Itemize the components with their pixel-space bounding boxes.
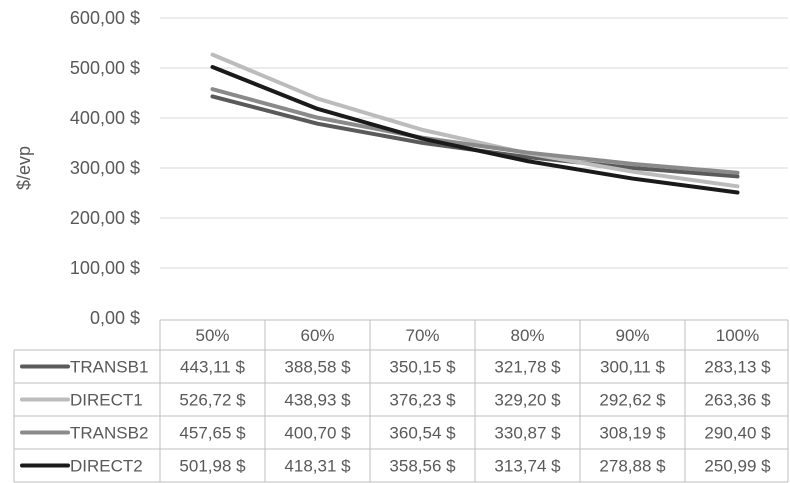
- data-label: 321,78 $: [494, 358, 561, 377]
- data-label: 263,36 $: [704, 391, 771, 410]
- data-label: 308,19 $: [599, 424, 666, 443]
- y-axis-label: $/evp: [14, 146, 34, 190]
- x-category-label: 100%: [716, 326, 759, 345]
- x-category-label: 90%: [615, 326, 649, 345]
- data-label: 313,74 $: [494, 457, 561, 476]
- data-label: 329,20 $: [494, 391, 561, 410]
- gridlines: [160, 17, 788, 269]
- y-tick-label: 200,00 $: [70, 208, 140, 228]
- x-category-label: 80%: [510, 326, 544, 345]
- data-label: 526,72 $: [179, 391, 246, 410]
- data-label: 438,93 $: [284, 391, 351, 410]
- y-tick-label: 0,00 $: [90, 308, 140, 328]
- series-line-direct1: [210, 52, 740, 189]
- legend-label: DIRECT2: [70, 457, 143, 476]
- x-category-label: 50%: [195, 326, 229, 345]
- data-label: 400,70 $: [284, 424, 351, 443]
- y-tick-label: 500,00 $: [70, 58, 140, 78]
- data-label: 278,88 $: [599, 457, 666, 476]
- data-label: 501,98 $: [179, 457, 246, 476]
- data-label: 290,40 $: [704, 424, 771, 443]
- data-label: 292,62 $: [599, 391, 666, 410]
- legend-label: TRANSB2: [70, 424, 148, 443]
- series-line-direct2: [210, 65, 740, 195]
- y-tick-label: 400,00 $: [70, 108, 140, 128]
- y-tick-label: 300,00 $: [70, 158, 140, 178]
- data-label: 360,54 $: [389, 424, 456, 443]
- y-tick-label: 100,00 $: [70, 258, 140, 278]
- data-label: 388,58 $: [284, 358, 351, 377]
- data-label: 418,31 $: [284, 457, 351, 476]
- x-category-label: 60%: [300, 326, 334, 345]
- series-lines: [210, 52, 740, 195]
- data-label: 330,87 $: [494, 424, 561, 443]
- data-label: 283,13 $: [704, 358, 771, 377]
- legend-label: DIRECT1: [70, 391, 143, 410]
- series-line-transb2: [210, 87, 740, 175]
- y-axis: 0,00 $ 100,00 $ 200,00 $ 300,00 $ 400,00 $ 50…: [70, 8, 140, 328]
- data-label: 457,65 $: [179, 424, 246, 443]
- data-label: 443,11 $: [180, 358, 245, 377]
- data-label: 350,15 $: [389, 358, 456, 377]
- data-label: 300,11 $: [600, 358, 665, 377]
- data-label: 376,23 $: [389, 391, 456, 410]
- data-label: 250,99 $: [704, 457, 771, 476]
- data-label: 358,56 $: [389, 457, 456, 476]
- y-tick-label: 600,00 $: [70, 8, 140, 28]
- x-category-label: 70%: [405, 326, 439, 345]
- legend-label: TRANSB1: [70, 358, 148, 377]
- data-table: 50% 60% 70% 80% 90% 100% TRANSB1 443,11 $ 388,58…: [13, 319, 789, 483]
